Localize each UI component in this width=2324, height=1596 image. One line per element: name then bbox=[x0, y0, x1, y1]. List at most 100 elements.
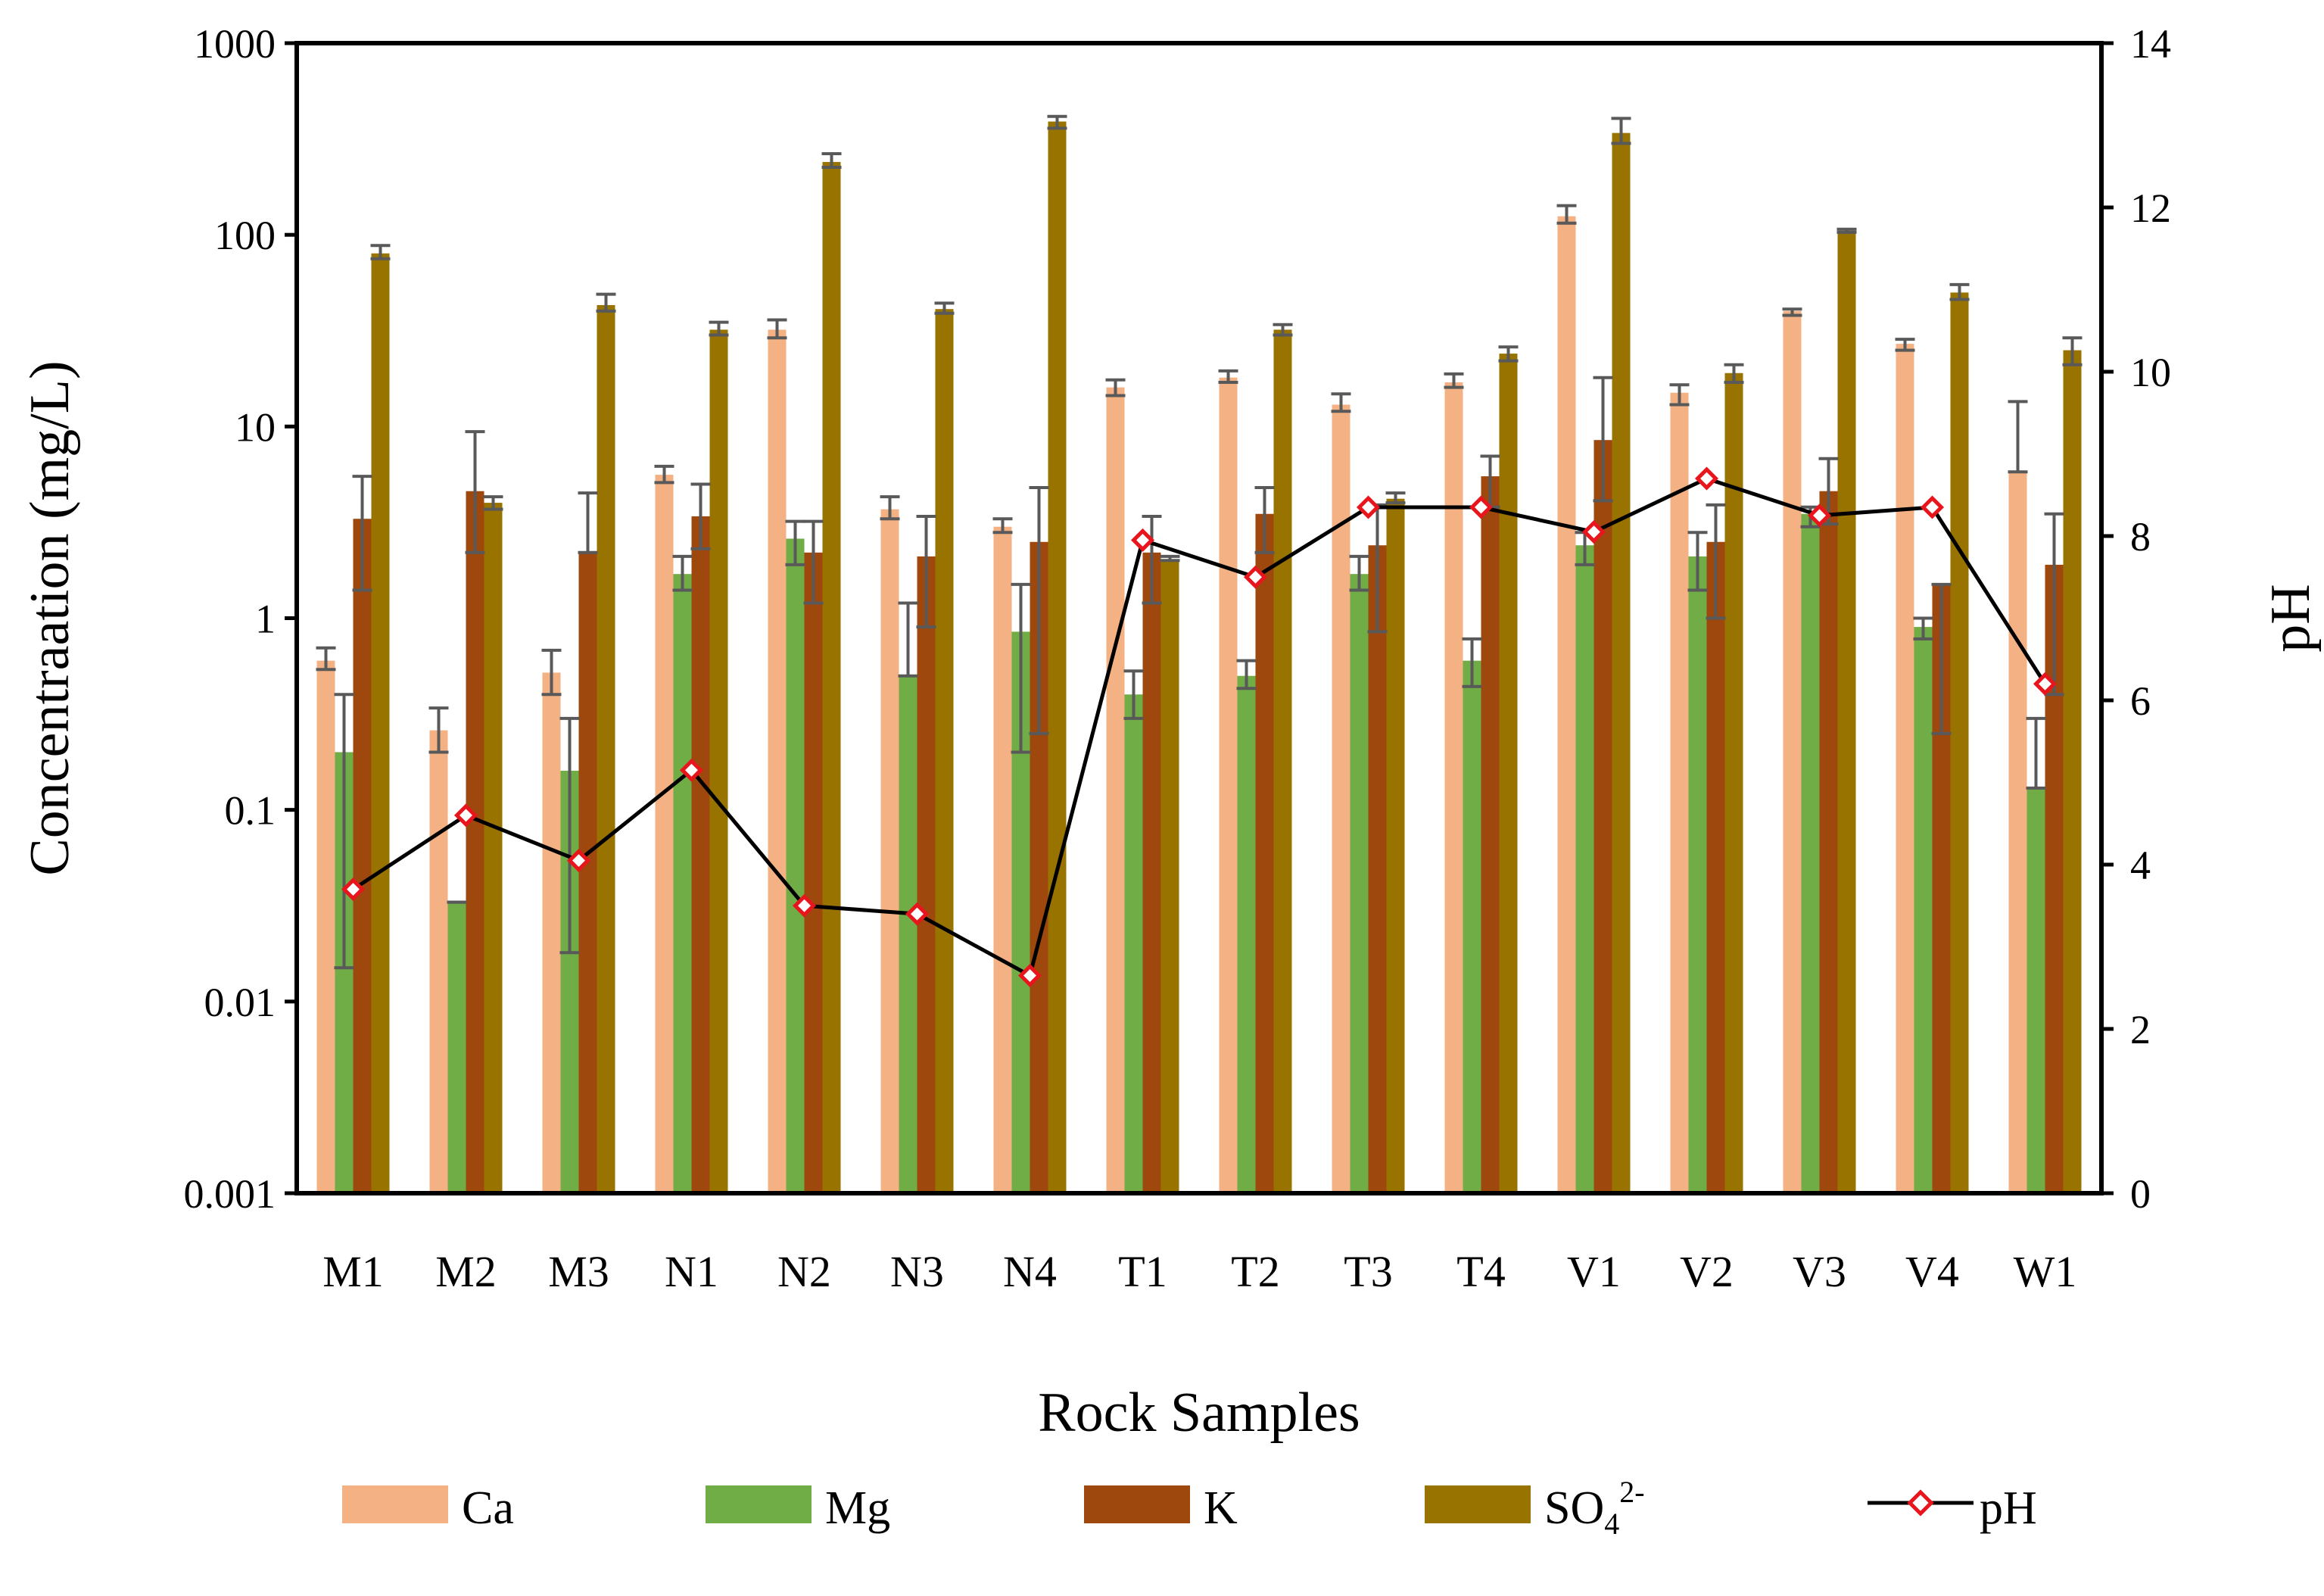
errorbar-mg-n2 bbox=[785, 519, 805, 566]
legend-label-so4: SO42- bbox=[1544, 1475, 1645, 1541]
bar-k-n2 bbox=[804, 552, 823, 1193]
errorbar-k-n1 bbox=[690, 482, 711, 550]
bar-k-n3 bbox=[917, 556, 936, 1193]
errorbar-mg-w1 bbox=[2026, 716, 2046, 790]
bar-k-m3 bbox=[578, 552, 597, 1193]
bar-so4-m3 bbox=[597, 304, 615, 1194]
labels-layer: 0.001 0.01 0.1 1 10 100 1000 0 2 4 6 8 10 12 14 M1 M2 M3 N… bbox=[184, 21, 2172, 1296]
errorbar-so4-v2 bbox=[1724, 363, 1744, 384]
bar-mg-n3 bbox=[899, 675, 917, 1193]
errorbar-ca-v4 bbox=[1895, 338, 1915, 352]
bar-ca-n3 bbox=[880, 509, 899, 1193]
errorbar-k-t2 bbox=[1254, 486, 1275, 554]
bar-so4-n1 bbox=[709, 329, 728, 1194]
ph-marker-n2 bbox=[792, 893, 817, 918]
errorbar-ca-n2 bbox=[767, 318, 787, 340]
x-tick-label-w1: W1 bbox=[2014, 1247, 2077, 1296]
legend-swatch-k bbox=[1084, 1485, 1190, 1523]
bar-so4-v4 bbox=[1950, 292, 1969, 1193]
bar-ca-w1 bbox=[2008, 472, 2027, 1193]
bar-mg-v1 bbox=[1575, 545, 1594, 1193]
errorbar-mg-m1 bbox=[334, 693, 354, 970]
x-tick-label-v4: V4 bbox=[1905, 1247, 1959, 1296]
bar-so4-w1 bbox=[2063, 350, 2082, 1194]
legend-so4-base: SO bbox=[1544, 1482, 1604, 1534]
errorbar-so4-m2 bbox=[483, 495, 503, 511]
ph-marker-m2 bbox=[453, 803, 478, 828]
y-tick-label: 1000 bbox=[194, 21, 276, 67]
legend-swatch-ca bbox=[342, 1485, 448, 1523]
ph-marker-v3 bbox=[1807, 503, 1832, 528]
bar-so4-n2 bbox=[822, 161, 841, 1193]
errorbar-so4-t3 bbox=[1385, 491, 1406, 505]
ph-marker-v2 bbox=[1694, 466, 1719, 491]
y2-tick-label: 10 bbox=[2130, 350, 2171, 395]
bar-k-v2 bbox=[1706, 541, 1725, 1193]
ph-marker-v4 bbox=[1920, 495, 1945, 519]
bar-mg-t1 bbox=[1124, 694, 1143, 1193]
legend-label-k: K bbox=[1204, 1482, 1238, 1534]
y2-tick-label: 6 bbox=[2130, 678, 2151, 724]
bar-so4-m1 bbox=[371, 253, 390, 1193]
bar-so4-n4 bbox=[1048, 121, 1067, 1193]
errorbar-k-n2 bbox=[803, 519, 824, 605]
bar-so4-t3 bbox=[1386, 498, 1405, 1193]
legend-swatch-mg bbox=[706, 1485, 812, 1523]
bar-ca-n1 bbox=[655, 475, 674, 1193]
errorbar-k-v2 bbox=[1706, 503, 1726, 620]
errorbar-mg-n4 bbox=[1011, 582, 1031, 754]
errorbar-so4-n2 bbox=[821, 152, 842, 170]
errorbar-k-m3 bbox=[578, 491, 598, 554]
errorbar-so4-v3 bbox=[1836, 227, 1857, 234]
ph-marker-m1 bbox=[341, 877, 366, 902]
bar-ca-n2 bbox=[768, 329, 787, 1194]
errorbar-so4-t1 bbox=[1160, 554, 1180, 563]
errorbar-so4-m3 bbox=[596, 292, 616, 313]
bar-so4-m2 bbox=[484, 503, 503, 1193]
ph-marker-n3 bbox=[905, 902, 930, 926]
errorbar-k-n3 bbox=[916, 514, 936, 629]
y-tick-label: 10 bbox=[235, 404, 276, 450]
errorbar-ca-t1 bbox=[1105, 378, 1126, 397]
errorbar-k-t1 bbox=[1142, 514, 1162, 605]
bar-mg-n1 bbox=[673, 574, 692, 1193]
bar-mg-n2 bbox=[786, 538, 805, 1193]
bars-layer bbox=[316, 121, 2082, 1194]
bar-so4-v3 bbox=[1837, 230, 1856, 1193]
y-tick-label: 100 bbox=[214, 213, 276, 258]
bar-so4-v2 bbox=[1724, 373, 1743, 1193]
ph-line bbox=[352, 476, 2047, 979]
y-tick-label: 1 bbox=[255, 597, 276, 642]
errorbar-ca-v1 bbox=[1556, 204, 1577, 225]
bar-so4-v1 bbox=[1612, 132, 1631, 1194]
errorbar-ca-m3 bbox=[541, 648, 562, 697]
errorbar-ca-t4 bbox=[1444, 372, 1464, 389]
errorbar-ca-n1 bbox=[654, 464, 674, 485]
errorbar-mg-t4 bbox=[1462, 637, 1482, 688]
bar-mg-t3 bbox=[1350, 574, 1369, 1193]
y2-tick-label: 4 bbox=[2130, 843, 2151, 888]
legend-so4-superscript: 2- bbox=[1619, 1475, 1644, 1509]
errorbar-mg-t2 bbox=[1236, 659, 1257, 690]
errorbar-mg-n3 bbox=[898, 601, 918, 678]
bar-mg-t4 bbox=[1463, 660, 1481, 1193]
bar-ca-v1 bbox=[1557, 216, 1576, 1193]
bar-ca-m2 bbox=[429, 730, 448, 1193]
x-tick-label-m1: M1 bbox=[322, 1247, 384, 1296]
x-tick-label-t1: T1 bbox=[1118, 1247, 1167, 1296]
legend-so4-subscript: 4 bbox=[1604, 1507, 1619, 1541]
ph-marker-t2 bbox=[1243, 565, 1268, 589]
errorbar-mg-t3 bbox=[1349, 554, 1369, 592]
y2-axis-title: pH bbox=[2260, 584, 2322, 652]
ph-marker-t3 bbox=[1356, 495, 1381, 519]
bar-so4-t4 bbox=[1499, 354, 1518, 1193]
y2-tick-label: 14 bbox=[2130, 21, 2171, 67]
x-axis-title: Rock Samples bbox=[1038, 1382, 1360, 1444]
bar-ca-m1 bbox=[316, 660, 335, 1193]
errorbar-ca-n4 bbox=[992, 517, 1013, 535]
bar-ca-t2 bbox=[1219, 377, 1238, 1194]
bar-k-n1 bbox=[691, 516, 710, 1193]
ph-marker-t1 bbox=[1130, 528, 1155, 552]
bar-k-t4 bbox=[1481, 476, 1500, 1193]
bar-k-v3 bbox=[1819, 491, 1838, 1193]
